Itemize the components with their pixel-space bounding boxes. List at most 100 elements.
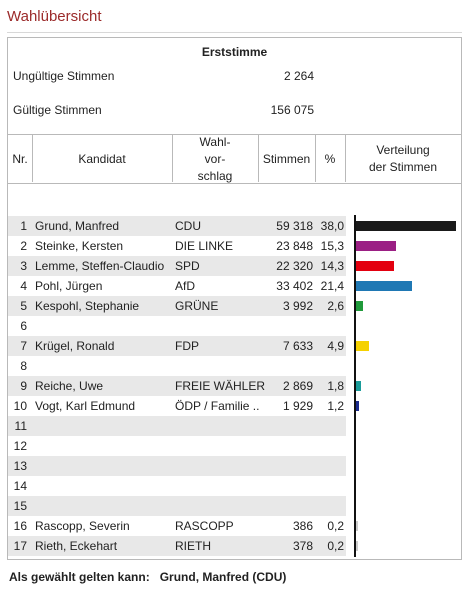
row-percent: 1,8 <box>327 379 344 393</box>
row-votes: 386 <box>292 519 313 533</box>
row-percent: 38,0 <box>320 219 344 233</box>
row-candidate: Rascopp, Severin <box>35 519 130 533</box>
table-row: 8 <box>8 356 346 376</box>
header-wahlvorschlag: Wahl-vor-schlag <box>197 134 233 183</box>
table-row: 9 Reiche, Uwe FREIE WÄHLER 2 869 1,8 <box>8 376 346 396</box>
bar-1 <box>356 221 456 231</box>
table-row: 13 <box>8 456 346 476</box>
row-percent: 0,2 <box>327 519 344 533</box>
row-percent: 15,3 <box>320 239 344 253</box>
row-candidate: Lemme, Steffen-Claudio <box>35 259 165 273</box>
row-nr: 14 <box>13 479 27 493</box>
row-votes: 2 869 <box>282 379 313 393</box>
distribution-axis <box>354 215 356 557</box>
row-party: GRÜNE <box>175 299 219 313</box>
row-party: AfD <box>175 279 196 293</box>
row-party: RASCOPP <box>175 519 234 533</box>
row-votes: 23 848 <box>276 239 313 253</box>
row-candidate: Kespohl, Stephanie <box>35 299 140 313</box>
elected-value: Grund, Manfred (CDU) <box>159 570 287 584</box>
row-votes: 33 402 <box>276 279 313 293</box>
row-nr: 8 <box>20 359 27 373</box>
row-nr: 7 <box>20 339 27 353</box>
row-nr: 6 <box>20 319 27 333</box>
row-nr: 10 <box>13 399 27 413</box>
table-row: 4 Pohl, Jürgen AfD 33 402 21,4 <box>8 276 346 296</box>
bar-4 <box>356 281 412 291</box>
bar-2 <box>356 241 396 251</box>
row-nr: 17 <box>13 539 27 553</box>
row-candidate: Grund, Manfred <box>35 219 120 233</box>
row-candidate: Vogt, Karl Edmund <box>35 399 136 413</box>
header-stimmen: Stimmen <box>262 151 311 166</box>
table-row: 12 <box>8 436 346 456</box>
valid-votes-value: 156 075 <box>270 103 314 117</box>
row-candidate: Steinke, Kersten <box>35 239 124 253</box>
table-row: 3 Lemme, Steffen-Claudio SPD 22 320 14,3 <box>8 256 346 276</box>
row-nr: 4 <box>20 279 27 293</box>
row-candidate: Rieth, Eckehart <box>35 539 118 553</box>
row-nr: 13 <box>13 459 27 473</box>
header-kandidat: Kandidat <box>78 151 126 166</box>
results-panel: Erststimme Ungültige Stimmen 2 264 Gülti… <box>7 37 462 560</box>
table-row: 1 Grund, Manfred CDU 59 318 38,0 <box>8 216 346 236</box>
row-percent: 14,3 <box>320 259 344 273</box>
invalid-votes-label: Ungültige Stimmen <box>13 69 115 83</box>
title-divider <box>7 32 462 33</box>
table-row: 16 Rascopp, Severin RASCOPP 386 0,2 <box>8 516 346 536</box>
row-votes: 3 992 <box>282 299 313 313</box>
row-votes: 7 633 <box>282 339 313 353</box>
bar-7 <box>356 341 369 351</box>
row-votes: 1 929 <box>282 399 313 413</box>
valid-votes-label: Gültige Stimmen <box>13 103 102 117</box>
row-nr: 16 <box>13 519 27 533</box>
row-candidate: Reiche, Uwe <box>35 379 104 393</box>
row-candidate: Pohl, Jürgen <box>35 279 103 293</box>
bar-9 <box>356 381 361 391</box>
row-party: RIETH <box>175 539 211 553</box>
elected-candidate: Als gewählt gelten kann: Grund, Manfred (… <box>9 570 286 584</box>
row-nr: 3 <box>20 259 27 273</box>
row-votes: 59 318 <box>276 219 313 233</box>
table-header: Nr. Kandidat Wahl-vor-schlag Stimmen % V… <box>8 134 461 184</box>
table-row: 17 Rieth, Eckehart RIETH 378 0,2 <box>8 536 346 556</box>
row-nr: 11 <box>14 419 27 433</box>
row-nr: 9 <box>20 379 27 393</box>
row-nr: 1 <box>20 219 27 233</box>
bar-5 <box>356 301 363 311</box>
bar-17 <box>356 541 358 551</box>
row-nr: 2 <box>20 239 27 253</box>
table-row: 14 <box>8 476 346 496</box>
row-nr: 5 <box>20 299 27 313</box>
row-percent: 21,4 <box>320 279 344 293</box>
table-row: 15 <box>8 496 346 516</box>
table-row: 6 <box>8 316 346 336</box>
header-percent: % <box>324 151 336 166</box>
bar-10 <box>356 401 359 411</box>
row-votes: 22 320 <box>276 259 313 273</box>
row-party: DIE LINKE <box>175 239 234 253</box>
header-nr: Nr. <box>12 151 28 166</box>
invalid-votes-value: 2 264 <box>283 69 314 83</box>
page-title: Wahlübersicht <box>7 8 102 25</box>
bar-16 <box>356 521 358 531</box>
row-nr: 15 <box>13 499 27 513</box>
header-verteilung: Verteilung der Stimmen <box>368 143 438 174</box>
table-row: 11 <box>8 416 346 436</box>
row-percent: 4,9 <box>327 339 344 353</box>
row-party: CDU <box>175 219 201 233</box>
row-percent: 2,6 <box>327 299 344 313</box>
table-row: 5 Kespohl, Stephanie GRÜNE 3 992 2,6 <box>8 296 346 316</box>
row-party: FDP <box>175 339 199 353</box>
elected-label: Als gewählt gelten kann: <box>9 570 150 584</box>
bar-3 <box>356 261 394 271</box>
table-row: 7 Krügel, Ronald FDP 7 633 4,9 <box>8 336 346 356</box>
table-row: 10 Vogt, Karl Edmund ÖDP / Familie .. 1 929… <box>8 396 346 416</box>
row-percent: 1,2 <box>327 399 344 413</box>
erststimme-heading: Erststimme <box>201 45 268 59</box>
row-party: SPD <box>175 259 200 273</box>
row-party: ÖDP / Familie .. <box>175 399 260 413</box>
row-percent: 0,2 <box>327 539 344 553</box>
row-votes: 378 <box>292 539 313 553</box>
row-candidate: Krügel, Ronald <box>35 339 115 353</box>
